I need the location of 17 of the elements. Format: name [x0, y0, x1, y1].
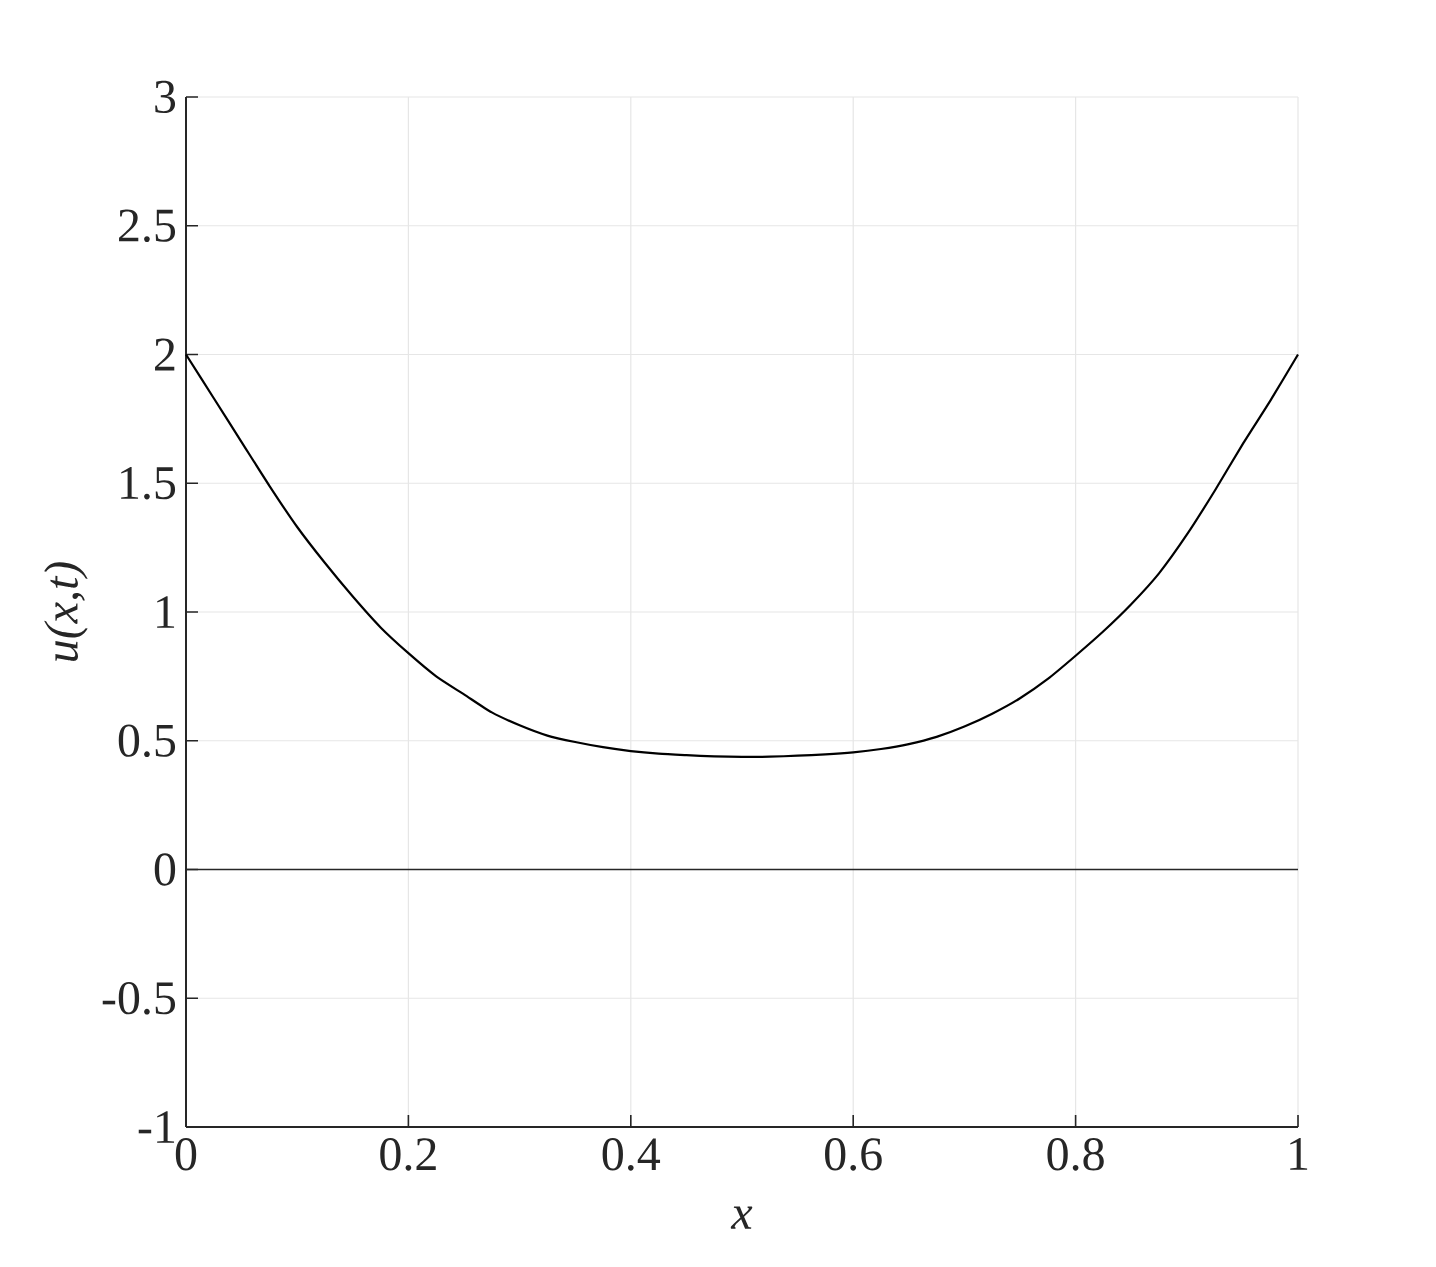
x-tick-label: 0: [175, 1138, 197, 1171]
y-tick-label: 2.5: [119, 209, 176, 242]
x-tick-label: 0.6: [825, 1138, 882, 1171]
y-tick-label: 0: [154, 853, 176, 886]
y-tick-label: 1: [157, 596, 175, 628]
x-tick-label: 1: [1290, 1138, 1308, 1170]
y-tick-label: 0.5: [118, 724, 176, 758]
y-tick-label: 1.5: [121, 467, 176, 500]
y-tick-label: 3: [155, 80, 176, 114]
y-tick-label: -1: [138, 1111, 175, 1143]
y-tick-label: 2: [155, 338, 175, 371]
y-axis-title: u(x,t): [44, 562, 88, 661]
x-tick-label: 0.8: [1047, 1138, 1104, 1171]
x-tick-label: 0.2: [380, 1138, 436, 1171]
x-tick-label: 0.4: [602, 1138, 661, 1171]
x-axis-title: x: [730, 1206, 753, 1229]
y-tick-label: -0.5: [102, 981, 176, 1015]
